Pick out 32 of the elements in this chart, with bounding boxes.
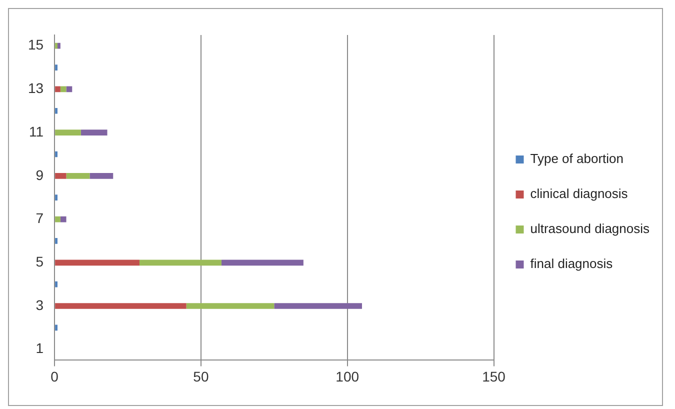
y-tick-label: 9 — [36, 166, 44, 183]
bar — [55, 130, 81, 136]
bar — [58, 42, 60, 49]
x-tick-label: 150 — [482, 368, 506, 384]
bar — [55, 86, 60, 92]
x-tick-label: 0 — [50, 368, 59, 384]
bar — [60, 86, 66, 92]
x-tick-label: 50 — [193, 368, 209, 384]
y-tick-label: 3 — [36, 296, 44, 313]
bar — [139, 260, 222, 266]
bar — [55, 216, 60, 222]
x-tick-label: 100 — [336, 368, 360, 384]
bar — [186, 303, 274, 309]
legend-label: final diagnosis — [530, 256, 614, 272]
y-tick-label: 1 — [36, 340, 44, 356]
bar — [80, 130, 108, 136]
bar — [274, 303, 362, 309]
y-tick-label: 11 — [29, 123, 44, 140]
legend-label: clinical diagnosis — [530, 186, 628, 202]
bar — [55, 303, 186, 309]
bar — [90, 172, 114, 179]
bar — [55, 172, 66, 179]
y-tick-label: 5 — [36, 254, 44, 270]
y-tick-label: 7 — [36, 210, 44, 226]
legend-label: ultrasound diagnosis — [530, 221, 650, 236]
bar — [60, 216, 66, 222]
y-tick-label: 15 — [28, 36, 44, 53]
legend-label: Type of abortion — [530, 151, 624, 166]
bar — [66, 172, 90, 179]
y-tick-label: 13 — [28, 80, 44, 96]
bar — [221, 260, 304, 266]
bar — [55, 260, 140, 266]
